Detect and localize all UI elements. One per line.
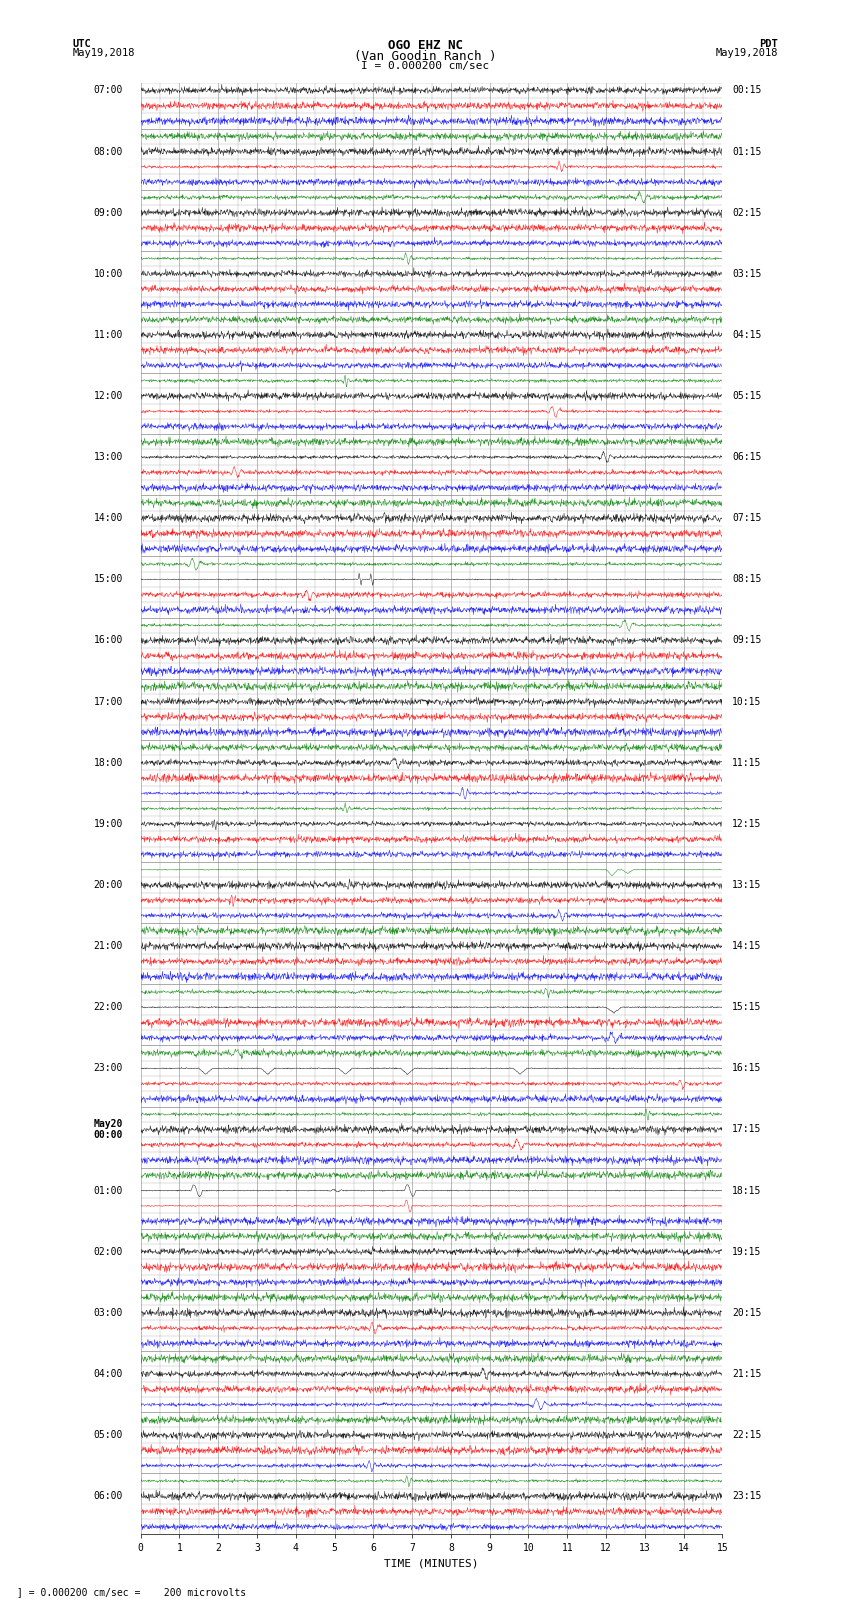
Text: OGO EHZ NC: OGO EHZ NC [388,39,462,52]
Text: 21:00: 21:00 [94,940,123,952]
Text: 09:15: 09:15 [732,636,762,645]
Text: 19:15: 19:15 [732,1247,762,1257]
Text: 17:00: 17:00 [94,697,123,706]
Text: 14:15: 14:15 [732,940,762,952]
Text: 20:15: 20:15 [732,1308,762,1318]
Text: ] = 0.000200 cm/sec =    200 microvolts: ] = 0.000200 cm/sec = 200 microvolts [17,1587,246,1597]
Text: 10:15: 10:15 [732,697,762,706]
Text: 07:15: 07:15 [732,513,762,523]
Text: 13:00: 13:00 [94,452,123,461]
Text: 02:00: 02:00 [94,1247,123,1257]
Text: 05:00: 05:00 [94,1431,123,1440]
Text: 07:00: 07:00 [94,85,123,95]
Text: May20
00:00: May20 00:00 [94,1119,123,1140]
Text: UTC: UTC [72,39,91,48]
Text: 05:15: 05:15 [732,390,762,402]
Text: 02:15: 02:15 [732,208,762,218]
Text: PDT: PDT [759,39,778,48]
Text: 00:15: 00:15 [732,85,762,95]
Text: 23:00: 23:00 [94,1063,123,1073]
Text: 23:15: 23:15 [732,1490,762,1502]
Text: 22:00: 22:00 [94,1002,123,1013]
Text: 10:00: 10:00 [94,269,123,279]
X-axis label: TIME (MINUTES): TIME (MINUTES) [384,1560,479,1569]
Text: 01:00: 01:00 [94,1186,123,1195]
Text: 01:15: 01:15 [732,147,762,156]
Text: 17:15: 17:15 [732,1124,762,1134]
Text: I = 0.000200 cm/sec: I = 0.000200 cm/sec [361,61,489,71]
Text: 13:15: 13:15 [732,881,762,890]
Text: (Van Goodin Ranch ): (Van Goodin Ranch ) [354,50,496,63]
Text: 03:15: 03:15 [732,269,762,279]
Text: 19:00: 19:00 [94,819,123,829]
Text: 11:00: 11:00 [94,331,123,340]
Text: 04:00: 04:00 [94,1369,123,1379]
Text: 22:15: 22:15 [732,1431,762,1440]
Text: May19,2018: May19,2018 [72,48,135,58]
Text: 11:15: 11:15 [732,758,762,768]
Text: 09:00: 09:00 [94,208,123,218]
Text: 16:00: 16:00 [94,636,123,645]
Text: 08:00: 08:00 [94,147,123,156]
Text: 04:15: 04:15 [732,331,762,340]
Text: 12:00: 12:00 [94,390,123,402]
Text: 06:15: 06:15 [732,452,762,461]
Text: 15:15: 15:15 [732,1002,762,1013]
Text: 08:15: 08:15 [732,574,762,584]
Text: 12:15: 12:15 [732,819,762,829]
Text: 16:15: 16:15 [732,1063,762,1073]
Text: May19,2018: May19,2018 [715,48,778,58]
Text: 15:00: 15:00 [94,574,123,584]
Text: 18:00: 18:00 [94,758,123,768]
Text: 20:00: 20:00 [94,881,123,890]
Text: 21:15: 21:15 [732,1369,762,1379]
Text: 18:15: 18:15 [732,1186,762,1195]
Text: 03:00: 03:00 [94,1308,123,1318]
Text: 14:00: 14:00 [94,513,123,523]
Text: 06:00: 06:00 [94,1490,123,1502]
